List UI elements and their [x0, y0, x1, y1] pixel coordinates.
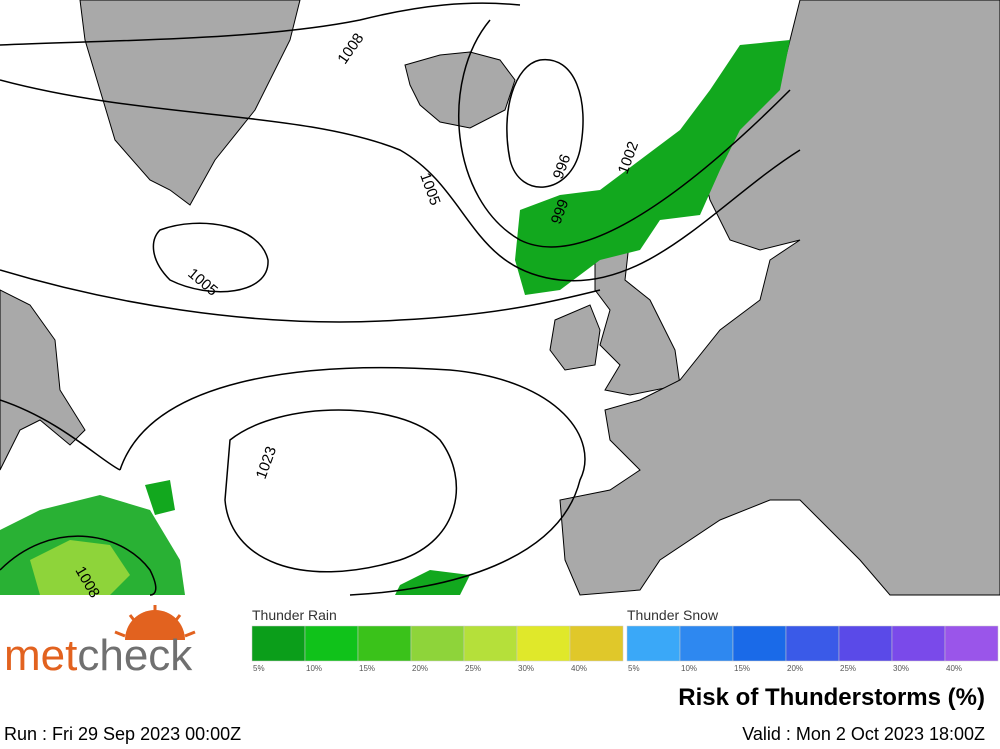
legend-swatch	[838, 625, 893, 662]
canada	[0, 289, 86, 471]
legend-swatch	[357, 625, 412, 662]
thunder-area	[30, 540, 130, 595]
legend-swatch	[569, 625, 624, 662]
legend-swatch	[463, 625, 518, 662]
valid-time: Valid : Mon 2 Oct 2023 18:00Z	[742, 724, 985, 744]
logo-check: check	[77, 631, 193, 680]
legend-label: 40%	[946, 664, 962, 673]
isobar	[0, 535, 157, 596]
isobar	[0, 269, 601, 323]
legend-label: 20%	[412, 664, 428, 673]
isobar	[0, 79, 801, 282]
logo-sun	[125, 610, 185, 640]
isobar	[458, 19, 791, 248]
greenland	[79, 0, 301, 206]
europe	[559, 0, 1000, 596]
logo-rays	[114, 605, 196, 638]
ireland	[549, 304, 601, 371]
legend-swatch	[626, 625, 681, 662]
thunder-area	[145, 480, 175, 515]
legend-swatch	[944, 625, 999, 662]
legend-swatch	[251, 625, 306, 662]
legend-label: 30%	[518, 664, 534, 673]
legend-label: 40%	[571, 664, 587, 673]
isobar	[506, 59, 584, 188]
legend-label: 5%	[628, 664, 640, 673]
legend-label: 25%	[840, 664, 856, 673]
legend-label: 15%	[359, 664, 375, 673]
legend-label: 15%	[734, 664, 750, 673]
isobar	[224, 409, 458, 573]
footer-title: Risk of Thunderstorms (%)	[678, 684, 985, 711]
legend-swatch	[891, 625, 946, 662]
legend-label: 5%	[253, 664, 265, 673]
logo: metcheck	[4, 605, 196, 680]
legend-label: 30%	[893, 664, 909, 673]
isobar	[152, 222, 269, 293]
run-time: Run : Fri 29 Sep 2023 00:00Z	[4, 724, 241, 744]
legend-swatch	[679, 625, 734, 662]
legend: 5% 10% 15% 20% 25% 30% 40% 5% 10% 15% 20% 25% 30% 40%	[251, 625, 999, 673]
logo-text: metcheck	[4, 631, 193, 680]
britain	[594, 234, 681, 396]
isobar	[0, 2, 521, 46]
isobar	[0, 399, 121, 471]
legend-swatch	[732, 625, 787, 662]
legend-swatch	[785, 625, 840, 662]
legend-title: Thunder Rain	[252, 607, 337, 623]
legend-title: Thunder Snow	[627, 607, 719, 623]
legend-swatch	[516, 625, 571, 662]
legend-label: 20%	[787, 664, 803, 673]
legend-swatch	[410, 625, 465, 662]
isobar	[119, 366, 586, 596]
legend-label: 25%	[465, 664, 481, 673]
logo-met: met	[4, 631, 77, 680]
thunder-area	[515, 40, 790, 295]
legend-swatch	[304, 625, 359, 662]
legend-label: 10%	[681, 664, 697, 673]
map: 1008 996 1002 1005 999 1005 1023 1008	[0, 0, 1000, 601]
legend-label: 10%	[306, 664, 322, 673]
